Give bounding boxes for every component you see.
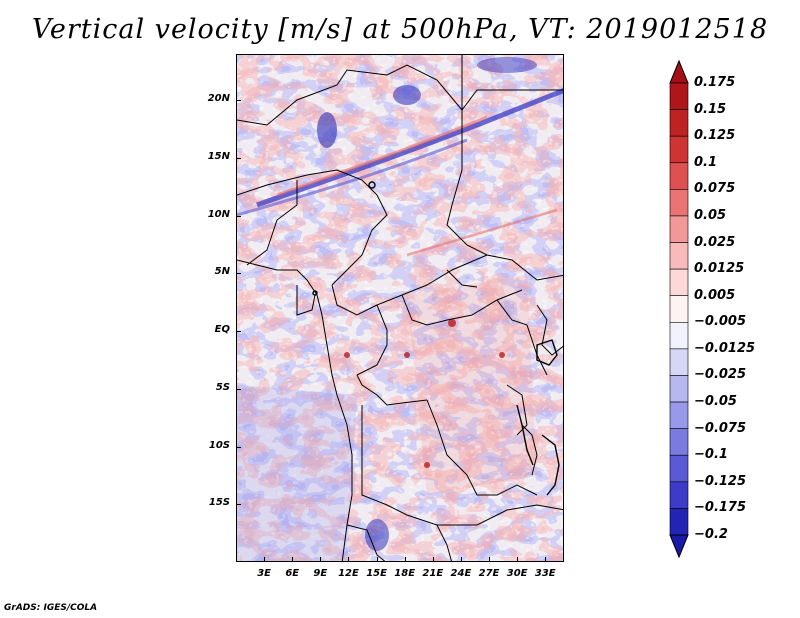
colorbar-level-label: 0.075 [694,181,736,197]
x-tick-label: 3E [257,568,271,579]
colorbar-swatch [669,109,689,137]
strong-rising-spot [344,352,350,358]
y-tick-label: 15S [208,497,230,509]
map-plot-area [236,54,564,562]
strong-rising-spot [424,462,430,468]
strong-rising-spot [448,319,456,327]
strong-sinking-patch [365,519,389,551]
colorbar-top-arrow [669,59,689,84]
colorbar-swatch [669,135,689,164]
y-tick-label: 10N [207,208,230,220]
colorbar-level-label: −0.175 [694,500,747,516]
x-tick-mark [320,557,322,562]
colorbar-swatch [669,481,689,509]
x-tick-label: 30E [506,568,528,579]
colorbar-swatch [669,162,689,190]
x-tick-mark [545,557,547,562]
x-tick-label: 21E [422,568,444,579]
y-tick-mark [236,100,241,102]
x-tick-mark [348,557,350,562]
jet-band-red [276,115,488,197]
strong-sinking-patch [477,57,537,73]
colorbar-level-label: −0.125 [694,473,747,489]
y-tick-mark [236,331,241,333]
x-tick-label: 9E [313,568,328,579]
y-tick-mark [236,388,241,390]
colorbar-level-label: 0.175 [694,75,736,90]
colorbar-level-label: −0.005 [694,314,747,330]
y-tick-label: EQ [214,324,230,336]
x-tick-label: 27E [478,568,500,579]
colorbar-bottom-arrow [669,534,689,559]
colorbar-swatch [669,242,689,270]
colorbar-level-label: 0.005 [694,287,736,303]
y-tick-label: 20N [207,93,230,105]
jet-band-blue [256,88,563,208]
colorbar-swatch [669,189,689,217]
x-tick-mark [404,557,406,562]
colorbar-swatch [669,508,689,536]
x-tick-label: 12E [338,568,359,579]
y-tick-mark [236,504,241,506]
lakes [312,181,560,496]
northeast-red-band [406,208,558,257]
y-tick-mark [236,215,241,217]
x-tick-mark [376,557,378,562]
strong-rising-spot [499,352,505,358]
x-tick-label: 6E [285,568,300,579]
colorbar-level-label: −0.1 [694,447,728,463]
colorbar-level-label: 0.05 [694,207,727,223]
colorbar-level-label: 0.125 [694,128,736,144]
x-tick-mark [432,557,434,562]
footer-credit: GrADS: IGES/COLA [4,603,98,613]
colorbar-swatch [669,268,689,297]
colorbar-level-label: 0.0125 [694,261,745,277]
x-tick-mark [264,557,266,562]
x-tick-label: 33E [534,568,556,579]
y-tick-mark [236,273,241,275]
y-tick-mark [236,446,241,448]
x-tick-mark [489,557,491,562]
x-tick-label: 24E [450,568,472,579]
colorbar-level-label: −0.075 [694,420,747,436]
strong-rising-spot [404,352,410,358]
map-title: Vertical velocity [m/s] at 500hPa, VT: 2… [31,14,769,45]
x-tick-label: 18E [394,568,416,579]
y-tick-label: 5N [214,266,230,278]
x-tick-label: 15E [366,568,387,579]
colorbar-swatch [669,348,689,376]
strong-sinking-patch [317,112,337,148]
colorbar-level-label: −0.05 [694,394,737,410]
colorbar-swatch [669,295,689,323]
colorbar-level-label: −0.2 [694,527,728,542]
colorbar-level-label: −0.0125 [694,340,756,356]
country-borders [237,55,563,561]
colorbar-level-label: 0.025 [694,234,736,250]
colorbar-swatch [669,215,689,243]
colorbar-swatch [669,454,689,483]
y-tick-mark [236,157,241,159]
colorbar-swatch [669,321,689,350]
colorbar-level-label: 0.1 [694,154,718,170]
southwest-tint [237,385,357,561]
colorbar-swatch [669,82,689,110]
x-tick-mark [460,557,462,562]
colorbar-swatch [669,401,689,429]
colorbar-level-label: 0.15 [694,101,727,117]
colorbar-swatch [669,428,689,456]
x-tick-mark [292,557,294,562]
x-tick-mark [517,557,519,562]
central-tint [407,275,537,495]
fine-structure [237,55,563,561]
y-tick-label: 15N [207,150,230,162]
strong-sinking-patch [393,85,421,105]
y-tick-label: 5S [215,381,230,393]
colorbar-level-label: −0.025 [694,367,747,383]
y-tick-label: 10S [208,439,230,451]
jet-band-blue-2 [237,138,468,217]
velocity-field-map [237,55,563,561]
colorbar-swatch [669,375,689,403]
